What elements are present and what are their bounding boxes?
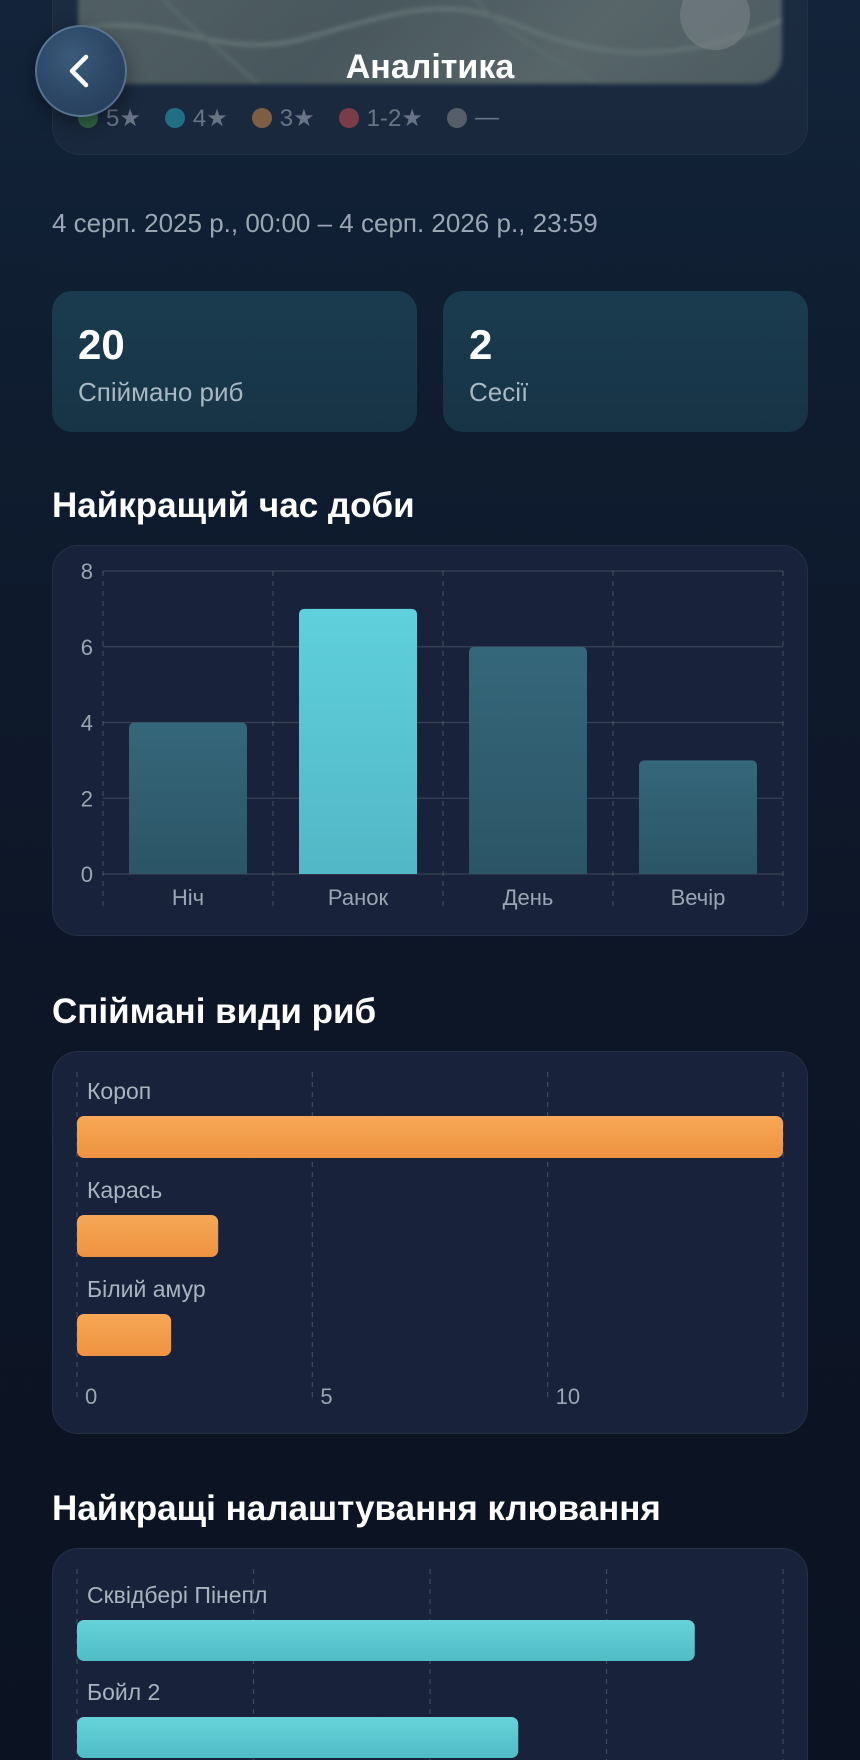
section-title-bait: Найкращі налаштування клювання <box>52 1489 661 1528</box>
bar-0[interactable] <box>77 1116 783 1158</box>
legend-item-1-2-stars: 1-2★ <box>338 104 423 133</box>
species-chart-card: Короп Карась Білий амур 0 5 10 <box>52 1051 808 1434</box>
map-preview[interactable] <box>78 0 782 84</box>
y-tick-label: 2 <box>81 786 93 811</box>
stat-value: 2 <box>469 321 493 368</box>
stat-label: Спіймано риб <box>78 377 244 407</box>
legend-label: 3★ <box>279 104 315 132</box>
bar-2[interactable] <box>469 646 587 874</box>
x-tick-label: Ранок <box>328 885 389 910</box>
y-tick-label: 8 <box>81 559 93 584</box>
category-label: Карась <box>87 1177 162 1203</box>
legend-dot-gray <box>446 108 467 128</box>
category-label: Білий амур <box>87 1276 206 1302</box>
x-tick-label: Вечір <box>671 885 726 910</box>
legend-label: 5★ <box>106 104 141 132</box>
x-tick-label: 10 <box>556 1384 580 1409</box>
section-title-species: Спіймані види риб <box>52 992 377 1031</box>
bar-0[interactable] <box>129 722 247 875</box>
legend-dot-orange <box>251 108 272 128</box>
bar-2[interactable] <box>77 1314 172 1356</box>
legend-item-3-stars: 3★ <box>251 104 315 133</box>
bar-3[interactable] <box>639 760 757 874</box>
date-range[interactable]: 4 серп. 2025 р., 00:00 – 4 серп. 2026 р.… <box>52 208 598 238</box>
y-tick-label: 0 <box>81 862 93 887</box>
y-tick-label: 4 <box>81 711 93 736</box>
stat-card-sessions: 2 Сесії <box>443 291 808 432</box>
stat-value: 20 <box>78 321 125 368</box>
y-tick-label: 6 <box>81 635 93 660</box>
best-time-bar-chart: 0 2 4 6 8 Ніч Ранок День Вечір <box>81 559 784 910</box>
stat-card-fish-caught: 20 Спіймано риб <box>52 291 417 432</box>
legend-label: 1-2★ <box>366 104 423 132</box>
x-tick-label: Ніч <box>172 885 204 910</box>
legend-item-unrated: — <box>446 104 499 132</box>
bar-1[interactable] <box>77 1717 519 1758</box>
section-title-best-time: Найкращий час доби <box>52 486 415 525</box>
legend-label: — <box>474 104 499 131</box>
bar-1[interactable] <box>299 608 417 874</box>
bait-chart-card: Сквідбері Пінепл Бойл 2 <box>52 1548 808 1760</box>
back-button[interactable] <box>35 25 127 117</box>
best-time-chart-card: 0 2 4 6 8 Ніч Ранок День Вечір <box>52 545 808 936</box>
x-tick-label: 0 <box>85 1384 97 1409</box>
stat-label: Сесії <box>469 377 529 407</box>
chevron-left-icon <box>69 54 89 88</box>
bar-1[interactable] <box>77 1215 219 1257</box>
legend-dot-red <box>338 108 359 128</box>
legend-dot-cyan <box>164 108 185 128</box>
map-legend: 5★ 4★ 3★ 1-2★ — <box>78 103 499 133</box>
category-label: Короп <box>87 1078 151 1104</box>
x-tick-label: День <box>503 885 554 910</box>
page-title: Аналітика <box>345 48 515 86</box>
category-label: Сквідбері Пінепл <box>87 1582 267 1608</box>
bar-0[interactable] <box>77 1620 695 1661</box>
x-tick-label: 5 <box>320 1384 332 1409</box>
species-bar-chart: Короп Карась Білий амур 0 5 10 <box>76 1072 784 1409</box>
bait-bar-chart: Сквідбері Пінепл Бойл 2 <box>76 1569 784 1760</box>
category-label: Бойл 2 <box>87 1679 160 1705</box>
legend-item-4-stars: 4★ <box>164 104 228 133</box>
legend-label: 4★ <box>192 104 228 132</box>
